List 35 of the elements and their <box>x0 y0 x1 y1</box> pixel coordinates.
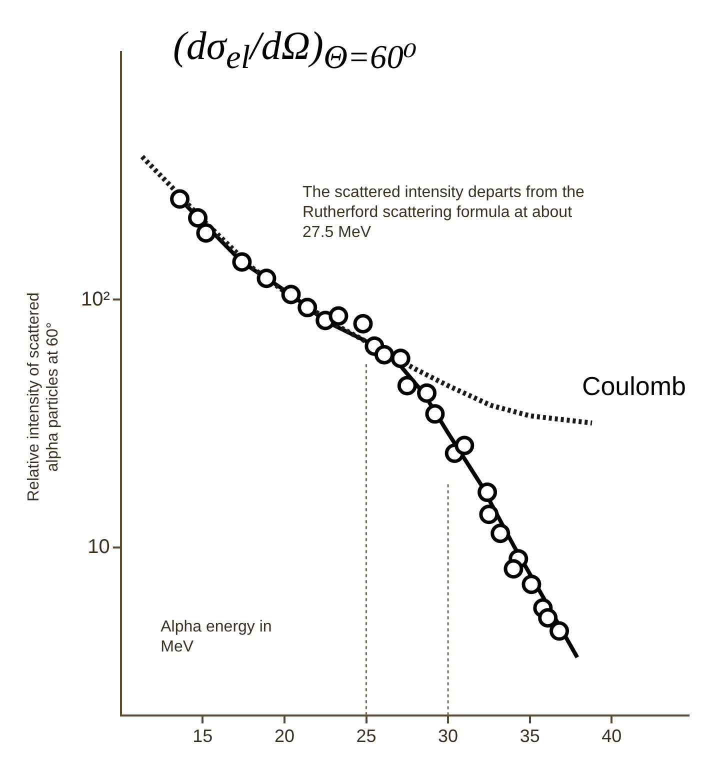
y-tick-label: 10² <box>81 288 110 310</box>
y-tick-label: 10 <box>88 536 110 558</box>
x-tick-label: 30 <box>438 726 458 746</box>
point <box>196 223 216 243</box>
x-tick-label: 20 <box>274 726 294 746</box>
point <box>538 608 558 628</box>
x-axis-title: Alpha energy in MeV <box>160 618 272 656</box>
x-tick-label: 25 <box>356 726 376 746</box>
point <box>490 524 510 544</box>
point <box>188 208 208 228</box>
series-label: Coulomb <box>582 371 686 402</box>
point <box>478 482 498 502</box>
point <box>390 348 410 368</box>
y-axis-title: Relative intensity of scattered alpha particles at 60° <box>25 292 62 502</box>
point <box>504 559 524 579</box>
point <box>479 504 499 524</box>
x-tick-label: 15 <box>192 726 213 746</box>
point <box>374 344 394 364</box>
point <box>353 314 373 334</box>
x-tick-label: 35 <box>520 726 540 746</box>
point <box>425 404 445 424</box>
point <box>454 436 474 456</box>
x-tick-label: 40 <box>602 726 622 746</box>
point <box>256 268 276 288</box>
chart-title: (dσ$_{el}$/dΩ)$_{Θ=60⁰}$ <box>173 22 417 82</box>
annotation: The scattered intensity departs from the Rutherford scattering formula at about 27.5 MeV <box>302 184 585 242</box>
point <box>328 306 348 326</box>
point <box>170 189 190 209</box>
point <box>281 284 301 304</box>
point <box>298 298 318 318</box>
point <box>397 376 417 396</box>
point <box>522 574 542 594</box>
point <box>417 383 437 403</box>
point <box>550 621 570 641</box>
point <box>232 252 252 272</box>
